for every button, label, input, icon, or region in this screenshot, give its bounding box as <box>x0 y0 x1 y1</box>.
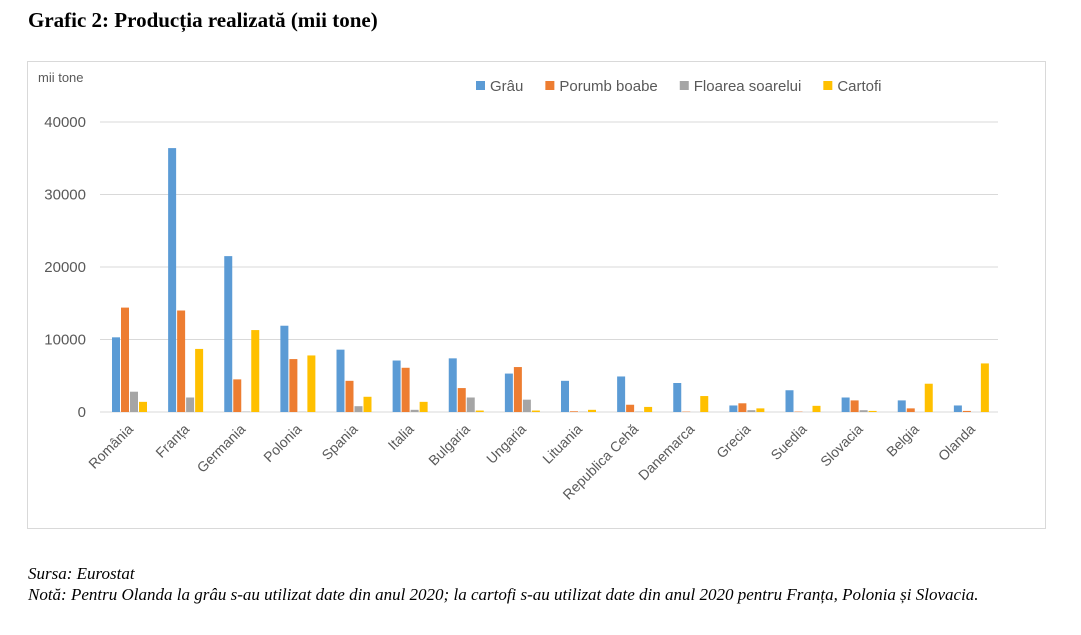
y-tick-label: 20000 <box>44 259 86 276</box>
bar <box>345 380 354 412</box>
legend-swatch <box>476 81 485 90</box>
bar <box>186 397 195 412</box>
legend-swatch <box>545 81 555 90</box>
bar <box>475 410 484 412</box>
bar <box>513 367 522 412</box>
bar <box>251 330 260 412</box>
x-tick-label: Suedia <box>767 421 809 463</box>
bar <box>130 391 138 412</box>
bar <box>224 256 233 412</box>
figure-title: Grafic 2: Producția realizată (mii tone) <box>28 8 378 32</box>
bar <box>644 406 653 412</box>
bar <box>289 359 298 412</box>
legend-label: Floarea soarelui <box>694 78 802 95</box>
gridlines <box>100 121 998 413</box>
bar <box>924 383 933 412</box>
bar <box>392 360 401 412</box>
x-tick-label: Bulgaria <box>425 421 473 469</box>
x-tick-label: Ungaria <box>483 421 529 467</box>
bar <box>112 337 120 412</box>
bar <box>850 400 859 412</box>
bar <box>457 388 466 412</box>
bar <box>168 148 177 412</box>
bar <box>738 403 747 412</box>
y-axis-ticks: 0 10000 20000 30000 40000 <box>44 114 86 421</box>
bar <box>307 355 316 412</box>
bar <box>570 411 578 412</box>
legend-label: Grâu <box>490 78 523 95</box>
x-tick-label: România <box>85 421 136 472</box>
bar-chart: mii tone 0 10000 20000 30000 40000 România Fr… <box>38 70 998 503</box>
source-text: Sursa: Eurostat <box>28 564 135 583</box>
bar <box>812 405 821 412</box>
y-tick-label: 10000 <box>44 332 86 349</box>
bar <box>673 383 682 412</box>
legend: Grâu Porumb boabe Floarea soarelui Cartofi <box>476 78 882 95</box>
bar <box>522 399 531 412</box>
bar <box>504 373 513 412</box>
bar <box>195 348 204 412</box>
bar <box>859 410 868 412</box>
bar <box>906 408 915 412</box>
y-tick-label: 0 <box>78 404 86 421</box>
bar <box>280 325 289 412</box>
bar <box>700 396 709 412</box>
y-axis-unit-label: mii tone <box>38 70 84 85</box>
bar <box>139 401 147 412</box>
x-tick-label: Italia <box>385 421 417 453</box>
figure-notes: Sursa: Eurostat Notă: Pentru Olanda la g… <box>28 563 1068 605</box>
bars <box>112 148 989 412</box>
bar <box>121 307 129 412</box>
bar <box>617 376 626 412</box>
bar <box>448 358 457 412</box>
bar <box>953 405 962 412</box>
bar <box>401 367 410 412</box>
bar <box>410 409 419 412</box>
bar <box>561 380 569 412</box>
x-tick-label: Polonia <box>260 421 304 465</box>
bar <box>531 410 540 412</box>
bar <box>897 400 906 412</box>
bar <box>980 363 989 412</box>
x-tick-label: Franța <box>152 421 192 461</box>
bar <box>419 401 428 412</box>
x-tick-label: Lituania <box>539 421 585 467</box>
chart-area: mii tone 0 10000 20000 30000 40000 România Fr… <box>27 61 1046 529</box>
bar <box>962 410 971 412</box>
bar <box>363 396 372 412</box>
bar <box>466 397 475 412</box>
x-tick-label: Danemarca <box>635 421 698 484</box>
bar <box>588 409 596 412</box>
bar <box>747 410 756 412</box>
bar <box>233 379 242 412</box>
legend-swatch <box>679 81 689 90</box>
bar <box>336 349 345 412</box>
x-tick-label: Spania <box>318 421 360 463</box>
legend-label: Cartofi <box>837 78 881 95</box>
legend-label: Porumb boabe <box>559 78 657 95</box>
x-tick-label: Grecia <box>713 421 754 462</box>
y-tick-label: 30000 <box>44 187 86 204</box>
bar <box>354 406 363 412</box>
bar <box>729 405 738 412</box>
bar <box>785 390 794 412</box>
x-tick-label: Belgia <box>883 421 922 460</box>
bar <box>177 310 186 412</box>
bar <box>626 404 635 412</box>
note-text: Notă: Pentru Olanda la grâu s-au utiliza… <box>28 585 979 604</box>
bar <box>756 408 765 412</box>
y-tick-label: 40000 <box>44 114 86 131</box>
x-axis-labels: România Franța Germania Polonia Spania Italia… <box>85 421 978 503</box>
x-tick-label: Olanda <box>935 421 978 464</box>
x-tick-label: Germania <box>194 421 249 476</box>
bar <box>841 397 850 412</box>
bar <box>868 410 877 412</box>
x-tick-label: Slovacia <box>817 421 866 470</box>
legend-swatch <box>823 81 833 90</box>
